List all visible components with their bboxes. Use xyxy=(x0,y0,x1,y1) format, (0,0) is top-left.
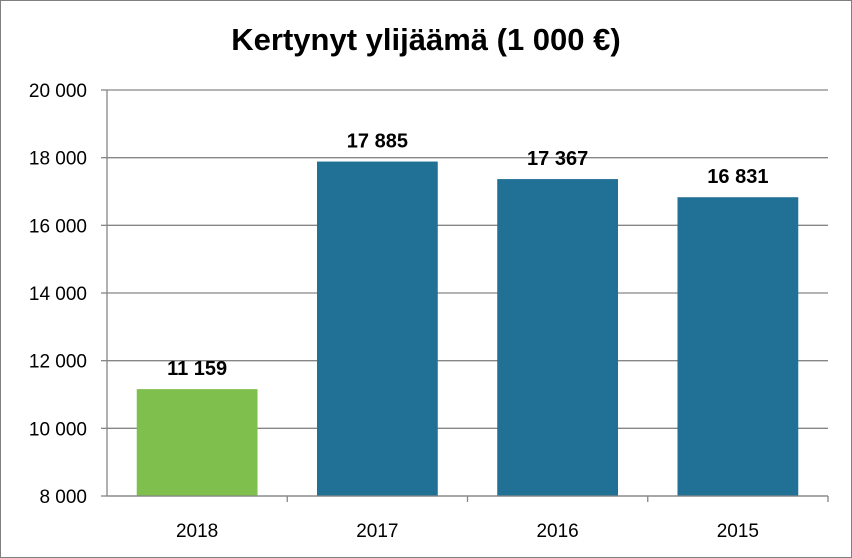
x-tick-label: 2015 xyxy=(717,521,759,542)
y-tick-label: 16 000 xyxy=(29,216,87,237)
y-tick-label: 18 000 xyxy=(29,149,87,170)
y-tick-label: 12 000 xyxy=(29,352,87,373)
bar xyxy=(497,179,619,496)
x-tick-label: 2016 xyxy=(536,521,578,542)
data-label: 17 885 xyxy=(347,131,408,153)
bar xyxy=(316,161,438,496)
data-label: 11 159 xyxy=(167,358,227,380)
y-tick-label: 14 000 xyxy=(29,284,87,305)
bar xyxy=(677,197,799,496)
chart-title: Kertynyt ylijäämä (1 000 €) xyxy=(231,22,621,57)
y-tick-label: 8 000 xyxy=(39,487,87,508)
bar xyxy=(136,389,258,496)
data-label: 17 367 xyxy=(527,148,588,170)
y-tick-label: 20 000 xyxy=(29,81,87,102)
data-label: 16 831 xyxy=(707,166,768,188)
x-tick-label: 2017 xyxy=(356,521,398,542)
y-tick-label: 10 000 xyxy=(29,419,87,440)
x-tick-label: 2018 xyxy=(176,521,218,542)
